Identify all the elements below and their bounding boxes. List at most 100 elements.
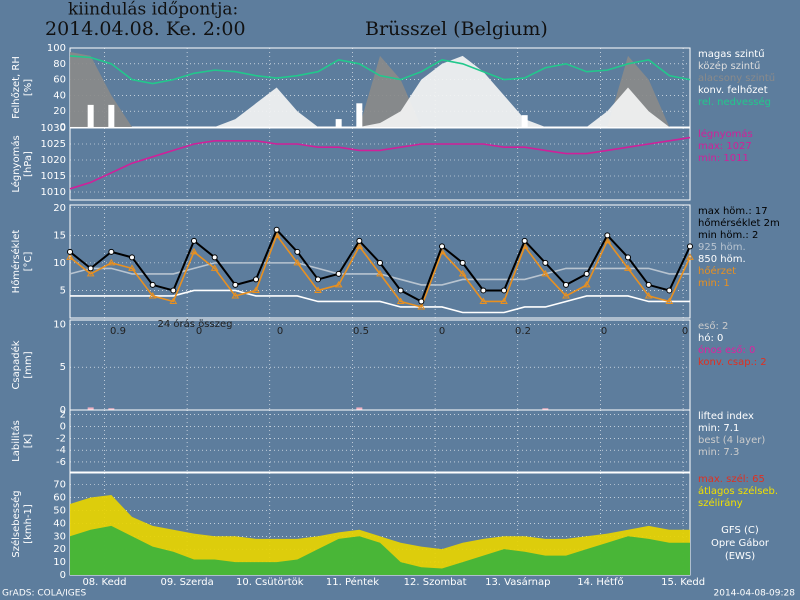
y-axis-label: Csapadék: [10, 340, 22, 389]
y-tick-label: 0: [60, 422, 66, 433]
point: [541, 269, 550, 277]
legend-entry: alacsony szintű: [698, 72, 775, 84]
legend-entry: 850 höm.: [698, 254, 746, 265]
y-tick-label: 80: [53, 59, 66, 70]
point: [459, 259, 466, 266]
point: [335, 270, 342, 277]
legend-entry: konv. felhőzet: [698, 84, 768, 96]
y-tick-label: 0: [60, 405, 66, 416]
point: [355, 242, 364, 249]
legend-entry: min: 1: [698, 278, 730, 289]
bar: [356, 407, 363, 410]
x-tick-label: 15. Kedd: [661, 577, 705, 588]
legend-entry: szélirány: [698, 497, 743, 509]
point: [128, 264, 136, 271]
point: [624, 264, 632, 271]
y-tick-label: -4: [56, 445, 66, 456]
point: [273, 226, 280, 233]
bar: [521, 115, 528, 127]
y-tick-label: 30: [53, 531, 66, 542]
bar: [335, 119, 342, 127]
point: [210, 264, 219, 271]
y-tick-label: -6: [56, 457, 66, 468]
plot-frame: [69, 409, 691, 473]
point: [252, 286, 260, 293]
y-tick-label: 15: [53, 230, 66, 241]
source: GrADS: COLA/IGES: [2, 589, 86, 599]
point: [500, 297, 508, 304]
point: [687, 243, 693, 250]
point: [67, 248, 73, 255]
x-tick-label: 10. Csütörtök: [236, 577, 304, 588]
point: [479, 297, 488, 304]
point: [397, 287, 404, 294]
legend-entry: best (4 layer): [698, 435, 765, 446]
x-tick-label: 13. Vasárnap: [485, 576, 550, 588]
point: [232, 281, 239, 288]
point: [645, 281, 652, 288]
point: [376, 269, 384, 277]
point: [418, 298, 425, 305]
x-tick-label: 09. Szerda: [160, 577, 213, 588]
legend-entry: min: 1011: [698, 153, 749, 164]
point: [315, 276, 321, 283]
y-tick-label: 10: [53, 557, 66, 568]
point: [314, 286, 322, 293]
point: [334, 280, 343, 288]
legend-entry: min: 7.1: [698, 423, 739, 434]
y-axis-label: Szélsebesség: [10, 490, 22, 557]
daily-total: 0: [601, 326, 607, 337]
y-tick-label: 40: [53, 518, 66, 529]
timestamp: 2014-04-08-09:28: [714, 589, 796, 599]
credit: (EWS): [725, 551, 755, 562]
y-tick-label: 5: [60, 362, 66, 373]
daily-total: 0.5: [353, 326, 369, 337]
legend-entry: ónos eső: 0: [698, 344, 755, 356]
point: [501, 287, 507, 294]
point: [293, 258, 302, 266]
point: [231, 291, 240, 299]
line: [69, 55, 691, 85]
y-tick-label: 60: [53, 493, 66, 504]
point: [563, 281, 569, 288]
bar: [108, 104, 115, 127]
legend-entry: átlagos szélseb.: [698, 485, 778, 497]
y-tick-label: 0: [60, 570, 66, 581]
y-axis-label: Felhőzet, RH: [10, 56, 22, 119]
point: [190, 247, 198, 255]
y-tick-label: 1030: [41, 123, 66, 134]
legend-entry: konv. csap.: 2: [698, 357, 767, 368]
plot-frame: [69, 127, 691, 201]
y-axis-label: Labilitás: [10, 420, 22, 462]
legend-entry: hó: 0: [698, 332, 723, 344]
point: [458, 269, 467, 277]
y-axis-label: [°C]: [23, 252, 34, 272]
point: [107, 258, 116, 266]
y-tick-label: 40: [53, 90, 66, 101]
daily-total: 0.2: [515, 326, 531, 337]
point: [604, 232, 611, 239]
point: [583, 270, 590, 277]
point: [356, 237, 363, 244]
point: [66, 253, 74, 260]
bar: [542, 408, 549, 410]
legend-entry: max. szél: 65: [698, 473, 765, 485]
point: [169, 297, 178, 304]
bar: [87, 407, 94, 410]
point: [582, 280, 591, 288]
legend-entry: közép szintű: [698, 60, 760, 72]
y-axis-label: Hőmérséklet: [10, 230, 22, 294]
y-tick-label: 60: [53, 75, 66, 86]
header-title: kiindulás időpontja:: [68, 0, 238, 20]
point: [439, 243, 445, 250]
y-tick-label: 2: [60, 410, 66, 421]
run-time: 2014.04.08. Ke. 2:00: [45, 18, 246, 40]
point: [417, 303, 426, 310]
y-axis-label: [hPa]: [23, 151, 34, 177]
legend-entry: 925 höm.: [698, 242, 746, 253]
y-tick-label: 1020: [41, 155, 66, 166]
point: [665, 297, 674, 304]
point: [603, 236, 612, 244]
legend-entry: max höm.: 17: [698, 206, 768, 217]
